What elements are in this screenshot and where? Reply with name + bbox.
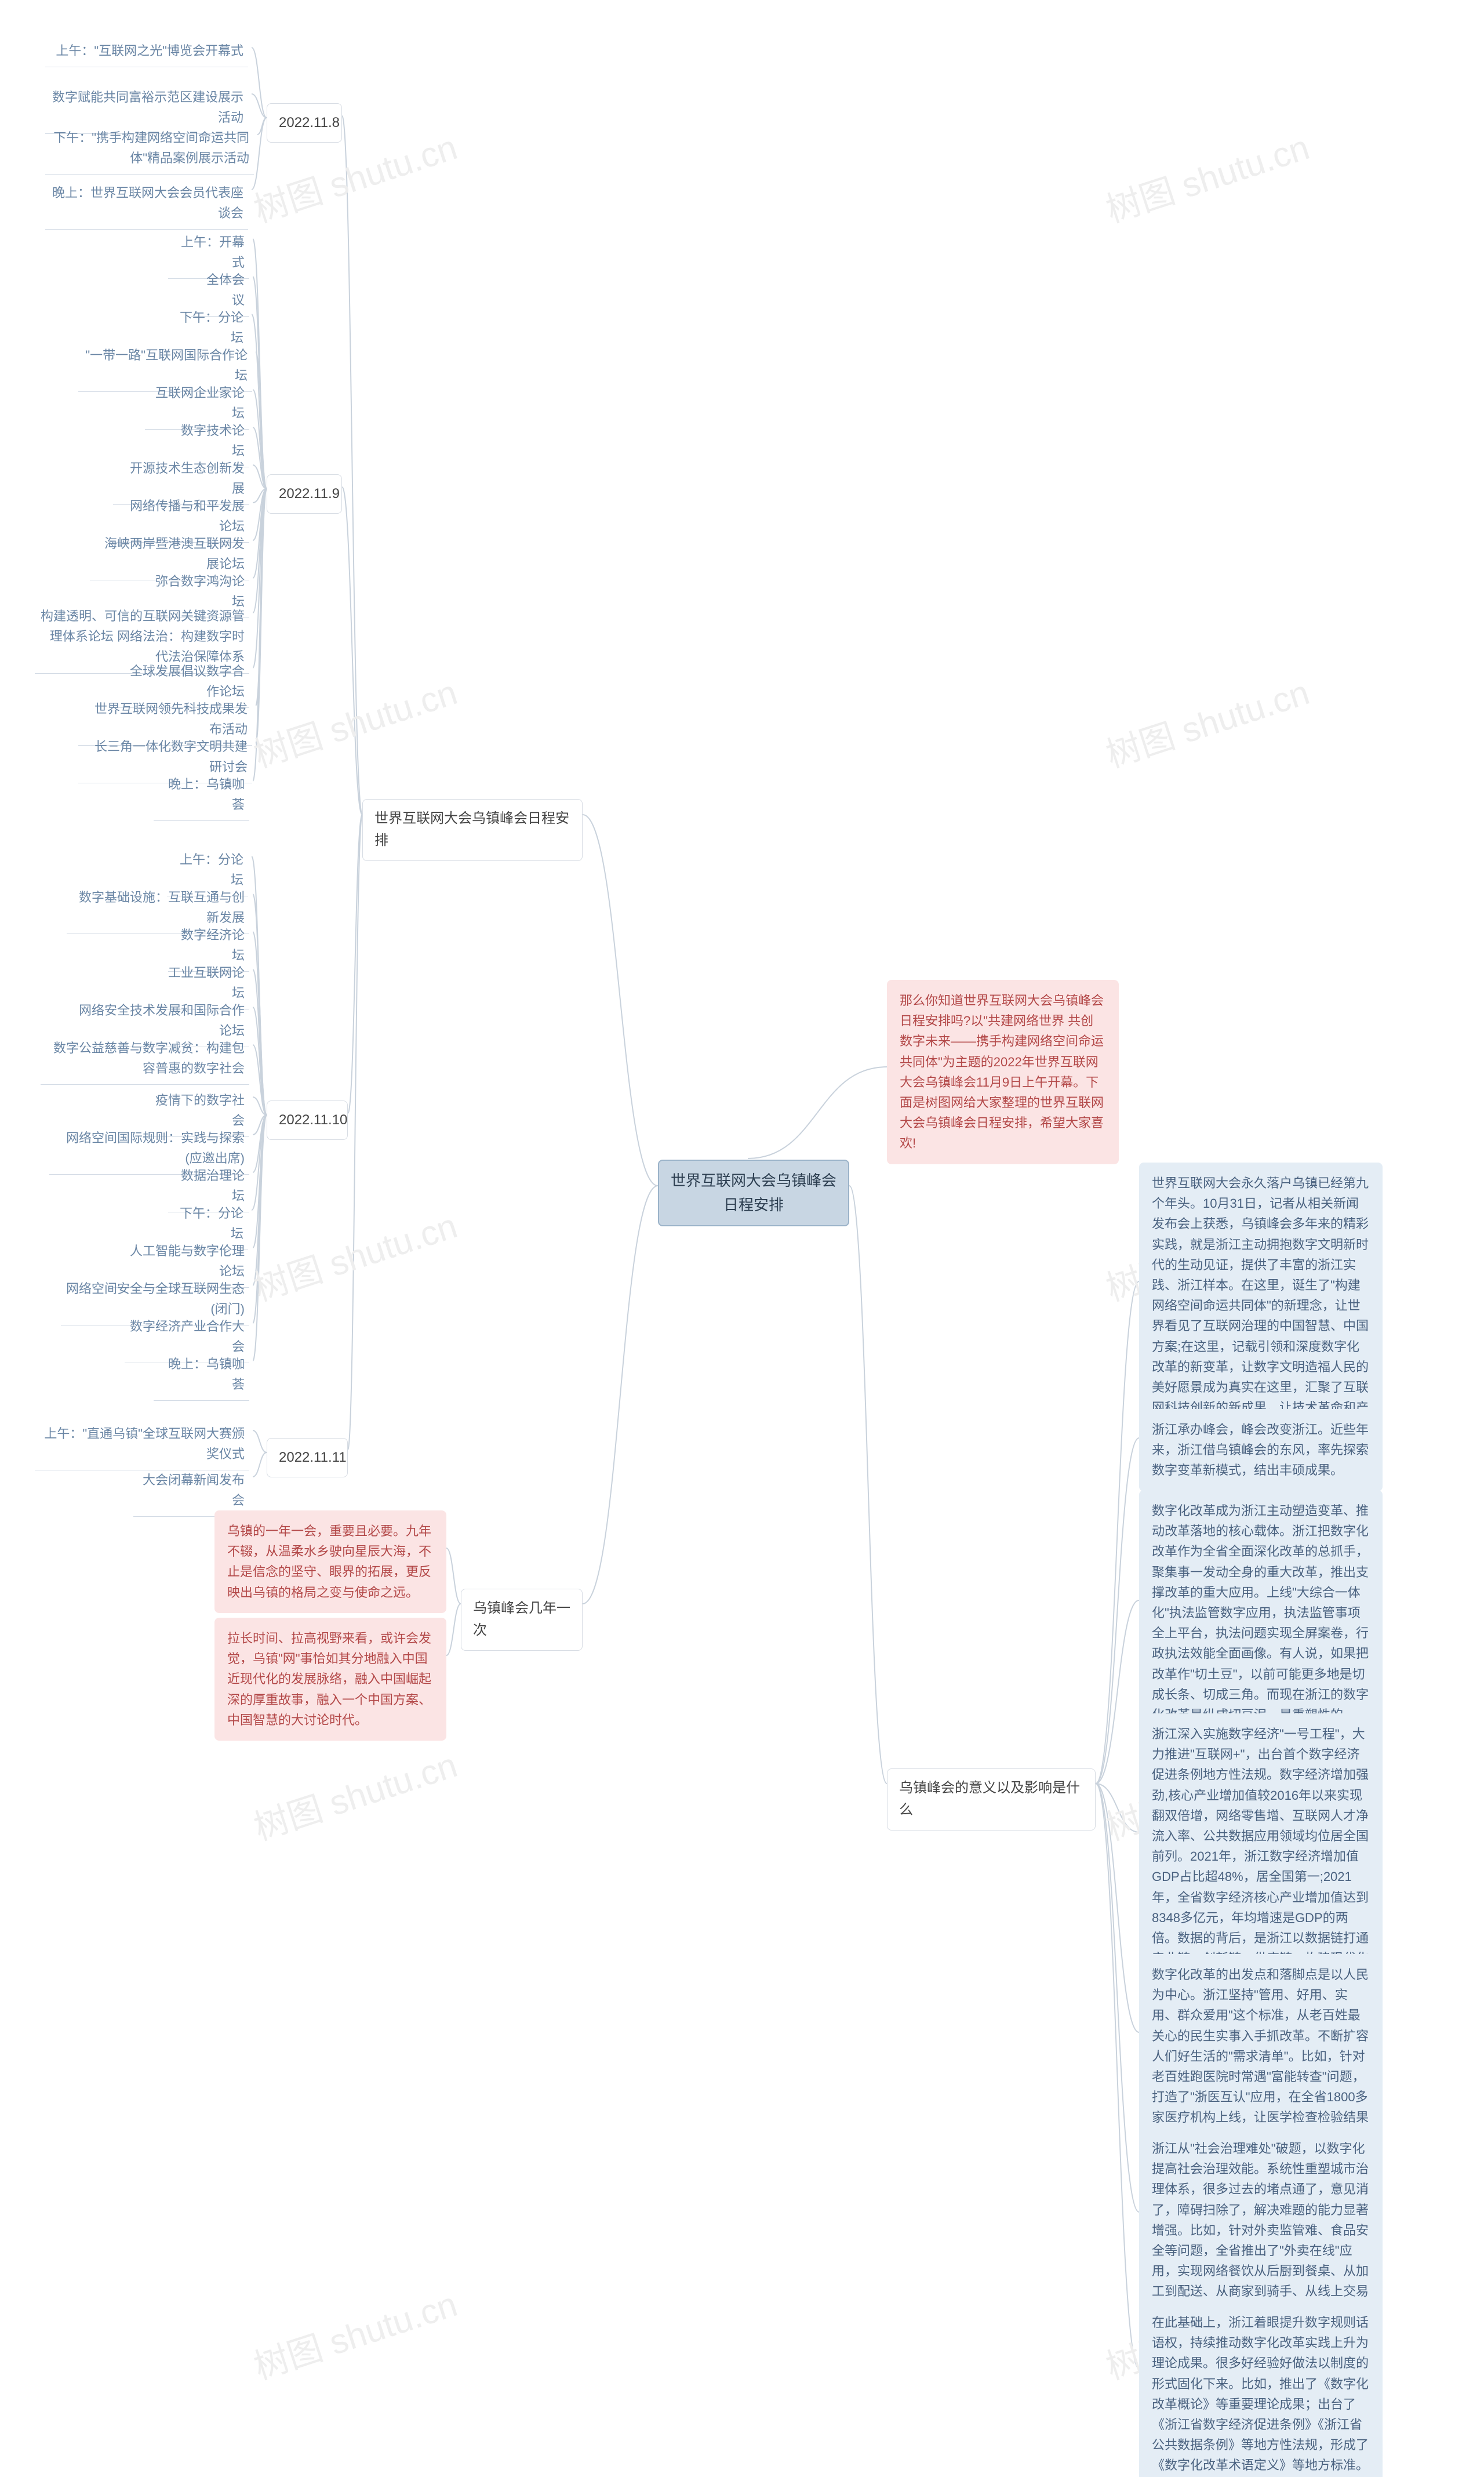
meaning-block: 数字化改革成为浙江主动塑造变革、推动改革落地的核心载体。浙江把数字化改革作为全省… [1139, 1490, 1383, 1735]
branch-schedule: 世界互联网大会乌镇峰会日程安排 [362, 799, 583, 861]
meaning-block: 世界互联网大会永久落户乌镇已经第九个年头。10月31日，记者从相关新闻发布会上获… [1139, 1163, 1383, 1448]
watermark: 树图 shutu.cn [246, 1737, 463, 1850]
watermark: 树图 shutu.cn [246, 2276, 463, 2389]
branch-frequency: 乌镇峰会几年一次 [461, 1589, 583, 1651]
branch-date-4: 2022.11.11 [267, 1438, 348, 1477]
d1-item: 下午："携手构建网络空间命运共同体"精品案例展示活动 [45, 122, 254, 175]
meaning-block: 浙江承办峰会，峰会改变浙江。近些年来，浙江借乌镇峰会的东风，率先探索数字变革新模… [1139, 1409, 1383, 1491]
d3-item: 数字公益慈善与数字减贫：构建包容普惠的数字社会 [41, 1032, 249, 1085]
watermark: 树图 shutu.cn [1099, 119, 1315, 233]
meaning-block: 在此基础上，浙江着眼提升数字规则话语权，持续推动数字化改革实践上升为理论成果。很… [1139, 2302, 1383, 2477]
d3-item: 晚上：乌镇咖荟 [154, 1348, 249, 1401]
d1-item: 上午："互联网之光"博览会开幕式 [45, 35, 248, 67]
d4-item: 大会闭幕新闻发布会 [133, 1464, 249, 1517]
watermark: 树图 shutu.cn [246, 664, 463, 778]
watermark: 树图 shutu.cn [246, 1198, 463, 1311]
branch-meaning: 乌镇峰会的意义以及影响是什么 [887, 1768, 1096, 1830]
intro-block: 那么你知道世界互联网大会乌镇峰会日程安排吗?以"共建网络世界 共创数字未来——携… [887, 980, 1119, 1164]
freq-block: 乌镇的一年一会，重要且必要。九年不辍，从温柔水乡驶向星辰大海，不止是信念的坚守、… [214, 1510, 446, 1613]
branch-date-1: 2022.11.8 [267, 103, 342, 143]
branch-date-3: 2022.11.10 [267, 1101, 348, 1140]
d2-item: 晚上：乌镇咖荟 [154, 768, 249, 821]
watermark: 树图 shutu.cn [1099, 664, 1315, 778]
d4-item: 上午："直通乌镇"全球互联网大赛颁奖仪式 [35, 1418, 249, 1470]
branch-date-2: 2022.11.9 [267, 474, 342, 514]
freq-block: 拉长时间、拉高视野来看，或许会发觉，乌镇"网"事恰如其分地融入中国近现代化的发展… [214, 1618, 446, 1741]
d1-item: 晚上：世界互联网大会会员代表座谈会 [45, 177, 248, 230]
root-node: 世界互联网大会乌镇峰会日程安排 [658, 1160, 849, 1226]
